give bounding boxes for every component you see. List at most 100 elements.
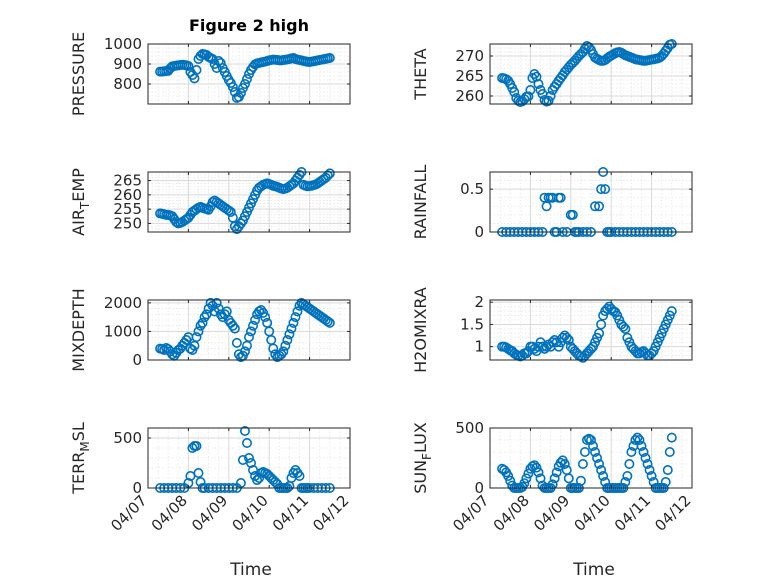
axes-box — [489, 171, 693, 233]
data-markers — [497, 301, 677, 363]
x-tick-label: 04/08 — [490, 492, 533, 535]
data-point — [594, 201, 605, 212]
x-tick-label: 04/10 — [570, 492, 613, 535]
data-point — [523, 468, 534, 479]
x-tick-label: 04/11 — [269, 492, 312, 535]
y-axis-label: MIXDEPTH — [69, 288, 88, 371]
data-markers — [155, 48, 335, 104]
data-point — [600, 184, 611, 195]
data-point — [620, 323, 631, 334]
data-point — [630, 434, 641, 445]
x-tick-label: 04/07 — [449, 492, 492, 535]
data-point — [543, 95, 554, 106]
data-point — [638, 446, 649, 457]
data-point — [642, 458, 653, 469]
data-point — [235, 477, 246, 488]
data-point — [282, 334, 293, 345]
data-point — [268, 343, 279, 354]
data-point — [596, 184, 607, 195]
data-point — [521, 473, 532, 484]
data-point — [666, 432, 677, 443]
data-point — [191, 65, 202, 76]
data-point — [260, 312, 271, 323]
data-point — [634, 434, 645, 445]
chart-title: Figure 2 high — [189, 16, 309, 35]
data-point — [577, 458, 588, 469]
data-point — [555, 457, 566, 468]
data-point — [523, 91, 534, 102]
data-point — [324, 317, 335, 328]
x-axis-label-right: Time — [572, 560, 615, 580]
data-point — [239, 79, 250, 90]
data-point — [525, 85, 536, 96]
y-tick-label: 265 — [113, 172, 142, 190]
data-point — [640, 452, 651, 463]
data-point — [509, 87, 520, 98]
data-point — [250, 314, 261, 325]
data-point — [666, 306, 677, 317]
x-tick-label: 04/07 — [107, 492, 150, 535]
y-tick-label: 0 — [132, 479, 142, 497]
y-tick-label: 1.5 — [460, 315, 484, 333]
data-point — [207, 53, 218, 64]
x-tick-label: 04/10 — [228, 492, 271, 535]
data-markers — [497, 432, 677, 493]
data-point — [246, 326, 257, 337]
data-point — [596, 464, 607, 475]
data-point — [547, 479, 558, 490]
axes-box — [489, 427, 693, 489]
data-point — [533, 467, 544, 478]
data-point — [644, 464, 655, 475]
data-point — [294, 470, 305, 481]
y-axis-label: AIRTEMP — [69, 168, 92, 236]
data-point — [551, 467, 562, 478]
data-point — [244, 452, 255, 463]
data-point — [292, 306, 303, 317]
data-point — [322, 316, 333, 327]
y-tick-label: 260 — [455, 87, 484, 105]
data-point — [559, 458, 570, 469]
y-tick-label: 500 — [113, 429, 142, 447]
data-point — [193, 467, 204, 478]
y-axis-label: H2OMIXRA — [411, 287, 430, 373]
data-point — [227, 82, 238, 93]
data-point — [244, 332, 255, 343]
data-point — [579, 446, 590, 457]
data-point — [533, 79, 544, 90]
data-point — [231, 337, 242, 348]
y-tick-label: 1000 — [104, 35, 142, 53]
subplot-h2omixra: 1 1.5 2 H2OMIXRA — [411, 287, 693, 373]
data-point — [324, 168, 335, 179]
data-point — [555, 192, 566, 203]
data-point — [241, 74, 252, 85]
y-tick-label: 2 — [474, 293, 484, 311]
x-tick-label: 04/12 — [651, 492, 694, 535]
y-tick-label: 270 — [455, 47, 484, 65]
y-axis-label: PRESSURE — [69, 32, 88, 116]
data-point — [197, 317, 208, 328]
data-point — [596, 319, 607, 330]
data-point — [241, 437, 252, 448]
subplot-mixdepth: 0 1000 2000 MIXDEPTH — [69, 288, 351, 372]
data-point — [636, 440, 647, 451]
y-tick-label: 1000 — [104, 322, 142, 340]
y-tick-label: 250 — [113, 214, 142, 232]
data-point — [278, 346, 289, 357]
data-point — [280, 340, 291, 351]
data-point — [557, 332, 568, 343]
y-axis-label: RAINFALL — [411, 165, 430, 240]
data-point — [503, 470, 514, 481]
data-point — [598, 470, 609, 481]
data-point — [531, 462, 542, 473]
data-point — [594, 328, 605, 339]
data-point — [567, 209, 578, 220]
subplot-rainfall: 0 0.5 RAINFALL — [411, 165, 693, 241]
data-point — [288, 317, 299, 328]
y-tick-label: 0.5 — [460, 180, 484, 198]
data-point — [191, 440, 202, 451]
data-markers — [497, 167, 677, 238]
data-point — [229, 323, 240, 334]
